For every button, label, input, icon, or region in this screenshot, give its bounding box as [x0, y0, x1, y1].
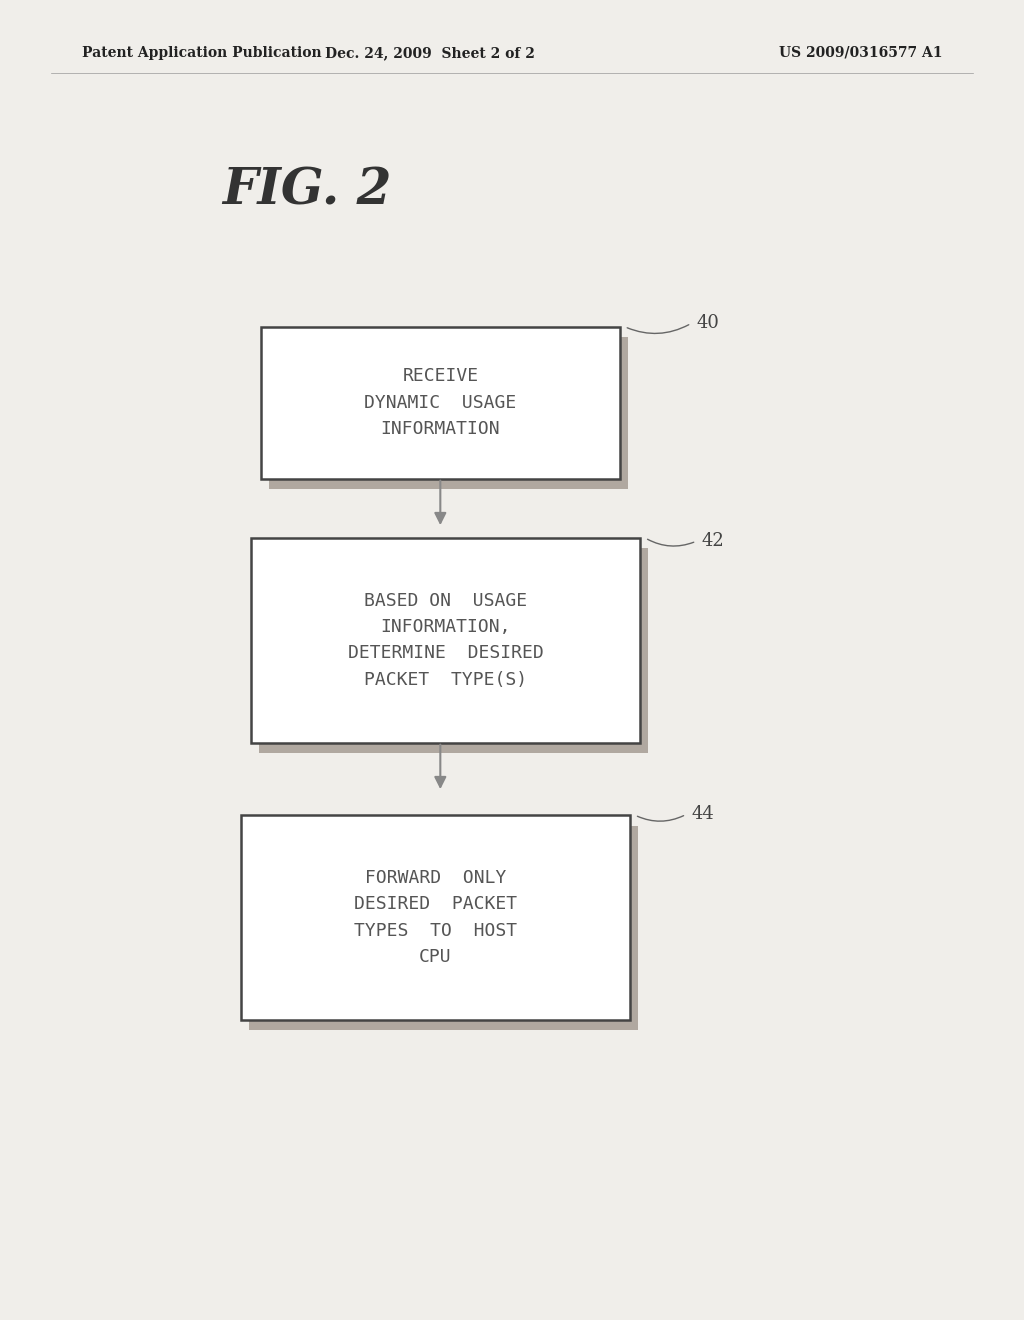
Text: BASED ON  USAGE
INFORMATION,
DETERMINE  DESIRED
PACKET  TYPE(S): BASED ON USAGE INFORMATION, DETERMINE DE…: [347, 591, 544, 689]
FancyBboxPatch shape: [261, 327, 620, 479]
FancyBboxPatch shape: [241, 816, 630, 1020]
FancyBboxPatch shape: [259, 549, 648, 752]
FancyBboxPatch shape: [251, 539, 640, 742]
Text: 40: 40: [696, 314, 719, 333]
FancyBboxPatch shape: [269, 338, 628, 490]
Text: 42: 42: [701, 532, 724, 550]
Text: Dec. 24, 2009  Sheet 2 of 2: Dec. 24, 2009 Sheet 2 of 2: [326, 46, 535, 59]
Text: Patent Application Publication: Patent Application Publication: [82, 46, 322, 59]
Text: FORWARD  ONLY
DESIRED  PACKET
TYPES  TO  HOST
CPU: FORWARD ONLY DESIRED PACKET TYPES TO HOS…: [353, 869, 517, 966]
Text: FIG. 2: FIG. 2: [222, 166, 392, 216]
Text: RECEIVE
DYNAMIC  USAGE
INFORMATION: RECEIVE DYNAMIC USAGE INFORMATION: [365, 367, 516, 438]
FancyBboxPatch shape: [249, 826, 638, 1030]
Text: 44: 44: [691, 805, 714, 824]
Text: US 2009/0316577 A1: US 2009/0316577 A1: [778, 46, 942, 59]
